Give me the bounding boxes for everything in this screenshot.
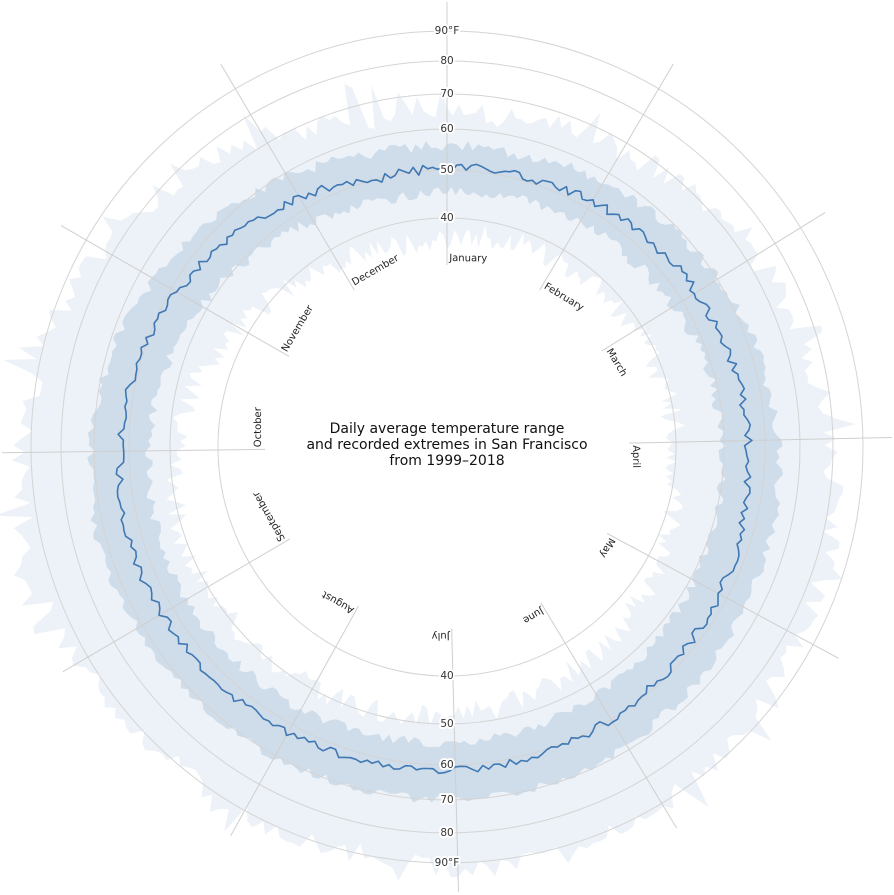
radial-tick-top-70: 70 xyxy=(440,88,453,100)
month-label-february: February xyxy=(542,281,586,313)
title-line-2: and recorded extremes in San Francisco xyxy=(306,437,588,453)
radial-tick-top-40: 40 xyxy=(440,212,453,224)
month-label-january: January xyxy=(448,253,487,264)
daily-average-line xyxy=(115,163,753,775)
month-label-august: August xyxy=(320,588,356,615)
title-line-1: Daily average temperature range xyxy=(329,421,565,437)
radial-tick-bottom-50: 50 xyxy=(440,718,453,730)
spoke-august xyxy=(230,605,359,837)
radial-tick-bottom-60: 60 xyxy=(440,759,453,771)
spoke-october xyxy=(2,448,266,454)
month-label-july: July xyxy=(431,630,450,641)
average-line-path xyxy=(115,163,753,775)
month-label-october: October xyxy=(253,406,264,447)
month-label-december: December xyxy=(350,252,401,288)
radial-axis-labels: 40 40 50 50 60 60 70 70 80 80 90°F 90°F xyxy=(433,23,462,871)
month-label-november: November xyxy=(280,303,316,354)
radial-tick-top-90: 90°F xyxy=(435,25,460,37)
month-label-june: June xyxy=(521,604,546,625)
spoke-november xyxy=(60,225,290,357)
radial-tick-bottom-90: 90°F xyxy=(435,857,460,869)
month-label-may: May xyxy=(597,536,617,559)
month-label-april: April xyxy=(630,445,641,468)
spoke-march xyxy=(601,212,826,352)
radial-tick-top-80: 80 xyxy=(440,55,453,67)
spoke-september xyxy=(62,538,291,673)
chart-title: Daily average temperature range and reco… xyxy=(247,421,647,469)
spoke-may xyxy=(606,533,839,659)
radial-tick-top-60: 60 xyxy=(440,123,453,135)
radial-tick-bottom-40: 40 xyxy=(440,670,453,682)
radial-tick-bottom-80: 80 xyxy=(440,827,453,839)
title-line-3: from 1999–2018 xyxy=(389,453,505,469)
spoke-february xyxy=(539,63,674,291)
month-label-september: September xyxy=(251,489,288,543)
spoke-june xyxy=(540,602,678,829)
spoke-april xyxy=(628,436,892,444)
month-label-march: March xyxy=(604,347,629,379)
spoke-july xyxy=(451,628,459,892)
spoke-december xyxy=(220,63,355,291)
radial-tick-bottom-70: 70 xyxy=(440,794,453,806)
radial-tick-top-50: 50 xyxy=(440,164,453,176)
